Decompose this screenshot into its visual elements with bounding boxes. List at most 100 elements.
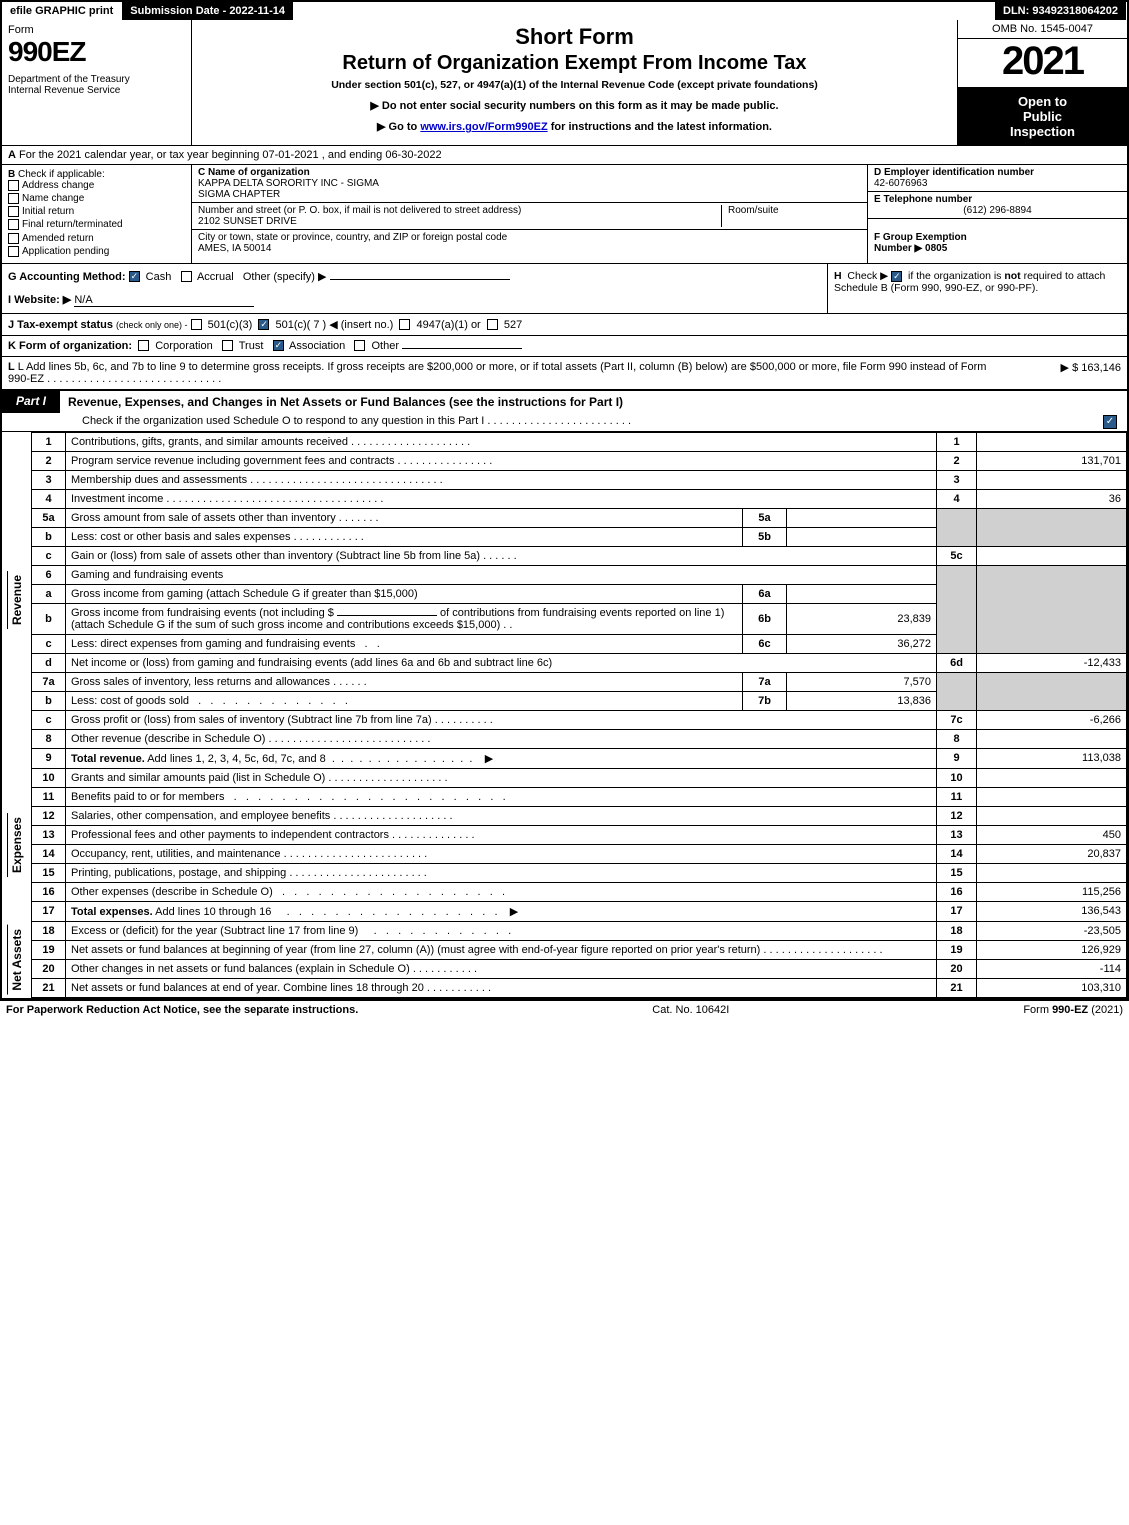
chk-schedule-b[interactable] — [891, 271, 902, 282]
section-c: C Name of organization KAPPA DELTA SOROR… — [192, 165, 867, 263]
line-midnum: 7b — [743, 691, 787, 710]
checkbox-icon[interactable] — [8, 180, 19, 191]
line-num: 16 — [32, 882, 66, 901]
line-1: Revenue 1 Contributions, gifts, grants, … — [2, 432, 1127, 451]
irs-link[interactable]: www.irs.gov/Form990EZ — [420, 121, 547, 133]
efile-print[interactable]: efile GRAPHIC print — [2, 2, 122, 20]
section-i: I Website: ▶ N/A — [8, 293, 821, 307]
line-5c: c Gain or (loss) from sale of assets oth… — [2, 546, 1127, 565]
e-label: E Telephone number — [874, 194, 972, 205]
header-right: OMB No. 1545-0047 2021 Open to Public In… — [957, 20, 1127, 145]
submission-date: Submission Date - 2022-11-14 — [122, 2, 294, 20]
j-label: J Tax-exempt status — [8, 319, 113, 331]
line-desc: Salaries, other compensation, and employ… — [71, 810, 330, 822]
chk-address-change[interactable]: Address change — [8, 180, 185, 191]
line-midval — [787, 508, 937, 527]
line-rval: 115,256 — [977, 882, 1127, 901]
line-desc: Gross profit or (loss) from sales of inv… — [71, 714, 432, 726]
line-num: 4 — [32, 489, 66, 508]
chk-name-change[interactable]: Name change — [8, 193, 185, 204]
line-rval — [977, 806, 1127, 825]
checkbox-icon[interactable] — [8, 193, 19, 204]
line-num: 21 — [32, 978, 66, 997]
phone-value: (612) 296-8894 — [874, 205, 1121, 216]
chk-corp[interactable] — [138, 340, 149, 351]
chk-cash[interactable] — [129, 271, 140, 282]
line-rval: -23,505 — [977, 921, 1127, 940]
line-rnum: 17 — [937, 901, 977, 921]
line-desc: Gross income from gaming (attach Schedul… — [66, 584, 743, 603]
chk-application-pending[interactable]: Application pending — [8, 246, 185, 257]
d-label: D Employer identification number — [874, 167, 1034, 178]
line-num: b — [32, 603, 66, 634]
line-rval: 136,543 — [977, 901, 1127, 921]
line-rval: 36 — [977, 489, 1127, 508]
line-rval: 103,310 — [977, 978, 1127, 997]
line-rval: -12,433 — [977, 653, 1127, 672]
chk-final-return[interactable]: Final return/terminated — [8, 219, 185, 230]
line-rnum: 4 — [937, 489, 977, 508]
line-num: 17 — [32, 901, 66, 921]
org-name: KAPPA DELTA SORORITY INC - SIGMA SIGMA C… — [198, 178, 379, 200]
section-g-i: G Accounting Method: Cash Accrual Other … — [2, 264, 827, 313]
checkbox-icon[interactable] — [8, 219, 19, 230]
line-desc: Printing, publications, postage, and shi… — [71, 867, 286, 879]
line-rval — [977, 787, 1127, 806]
line-rnum: 6d — [937, 653, 977, 672]
chk-schedule-o[interactable]: ✓ — [1103, 415, 1117, 429]
line-midval: 13,836 — [787, 691, 937, 710]
chk-527[interactable] — [487, 319, 498, 330]
chk-accrual[interactable] — [181, 271, 192, 282]
section-def: D Employer identification number 42-6076… — [867, 165, 1127, 263]
f-label: F Group Exemption Number ▶ 0805 — [874, 232, 967, 254]
line-desc: Gross income from fundraising events (no… — [71, 607, 334, 619]
line-desc: Gaming and fundraising events — [66, 565, 937, 584]
form-label: Form — [8, 24, 185, 36]
line-num: 2 — [32, 451, 66, 470]
line-desc: Gain or (loss) from sale of assets other… — [71, 550, 480, 562]
line-num: 15 — [32, 863, 66, 882]
part-i-title: Revenue, Expenses, and Changes in Net As… — [60, 390, 1127, 413]
checkbox-icon[interactable] — [8, 233, 19, 244]
line-desc: Grants and similar amounts paid (list in… — [71, 772, 325, 784]
line-desc: Net assets or fund balances at end of ye… — [71, 982, 424, 994]
chk-trust[interactable] — [222, 340, 233, 351]
instruct-2: ▶ Go to www.irs.gov/Form990EZ for instru… — [200, 120, 949, 133]
instruct-2-suffix: for instructions and the latest informat… — [548, 121, 772, 133]
row-a: A For the 2021 calendar year, or tax yea… — [2, 146, 1127, 165]
line-15: 15 Printing, publications, postage, and … — [2, 863, 1127, 882]
section-b: B Check if applicable: Address change Na… — [2, 165, 192, 263]
line-10: Expenses 10 Grants and similar amounts p… — [2, 768, 1127, 787]
section-l: L L Add lines 5b, 6c, and 7b to line 9 t… — [2, 357, 1127, 390]
line-rnum: 7c — [937, 710, 977, 729]
room-suite: Room/suite — [721, 205, 861, 227]
chk-501c[interactable] — [258, 319, 269, 330]
line-num: 13 — [32, 825, 66, 844]
line-rval — [977, 863, 1127, 882]
chk-501c3[interactable] — [191, 319, 202, 330]
line-rnum: 15 — [937, 863, 977, 882]
line-rnum: 20 — [937, 959, 977, 978]
chk-amended-return[interactable]: Amended return — [8, 233, 185, 244]
chk-other-org[interactable] — [354, 340, 365, 351]
line-num: 3 — [32, 470, 66, 489]
line-18: Net Assets 18 Excess or (deficit) for th… — [2, 921, 1127, 940]
other-org-input[interactable] — [402, 348, 522, 349]
grey-cell — [937, 508, 977, 546]
info-block: B Check if applicable: Address change Na… — [2, 165, 1127, 264]
chk-4947[interactable] — [399, 319, 410, 330]
checkbox-icon[interactable] — [8, 206, 19, 217]
schedule-o-row: Check if the organization used Schedule … — [2, 413, 1127, 432]
line-desc: Less: cost or other basis and sales expe… — [71, 531, 291, 543]
chk-assoc[interactable] — [273, 340, 284, 351]
contrib-input[interactable] — [337, 615, 437, 616]
chk-initial-return[interactable]: Initial return — [8, 206, 185, 217]
checkbox-icon[interactable] — [8, 246, 19, 257]
line-midnum: 6b — [743, 603, 787, 634]
section-gh: G Accounting Method: Cash Accrual Other … — [2, 264, 1127, 314]
other-input[interactable] — [330, 279, 510, 280]
line-rnum: 1 — [937, 432, 977, 451]
section-f: F Group Exemption Number ▶ 0805 — [868, 219, 1127, 263]
instruct-1: ▶ Do not enter social security numbers o… — [200, 99, 949, 112]
line-rval: -114 — [977, 959, 1127, 978]
